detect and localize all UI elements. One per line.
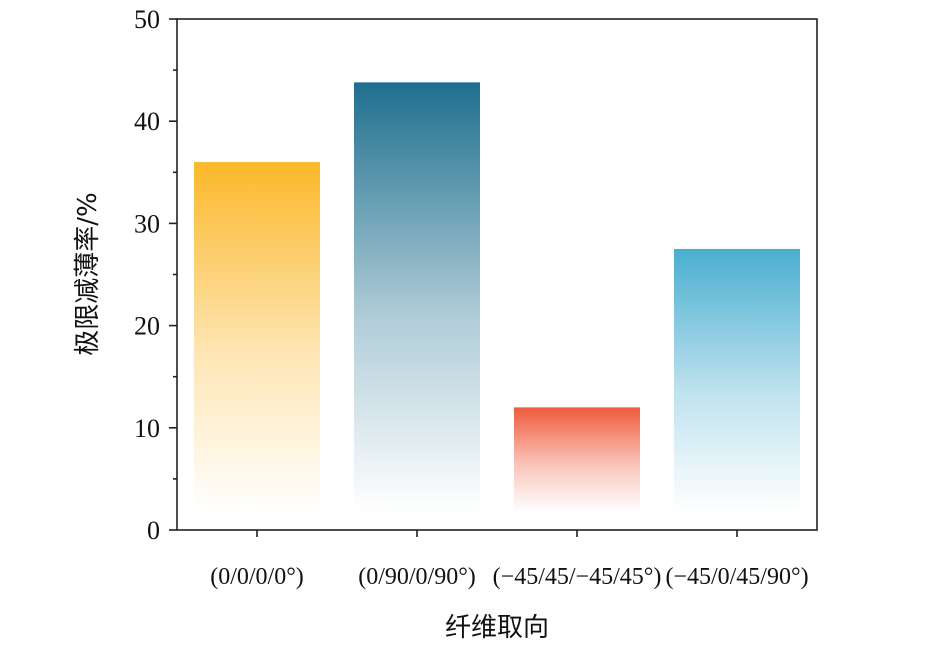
y-axis: 0 10 20 30 40 50 [134, 5, 177, 545]
y-tick-label: 30 [134, 209, 160, 238]
y-tick-label: 20 [134, 312, 160, 341]
y-tick-label: 0 [147, 516, 160, 545]
y-axis-title: 极限减薄率/% [73, 192, 103, 355]
bar-3 [514, 407, 640, 512]
x-tick-label: (0/90/0/90°) [358, 564, 476, 590]
x-axis: (0/0/0/0°) (0/90/0/90°) (−45/45/−45/45°) (−… [210, 530, 809, 590]
x-tick-label: (0/0/0/0°) [210, 564, 304, 590]
y-tick-label: 40 [134, 107, 160, 136]
bar-2 [354, 82, 480, 512]
y-tick-label: 10 [134, 414, 160, 443]
bar-1 [194, 162, 320, 512]
x-axis-title: 纤维取向 [445, 613, 549, 643]
bar-4 [674, 248, 800, 512]
x-tick-label: (−45/45/−45/45°) [493, 564, 662, 590]
x-tick-label: (−45/0/45/90°) [665, 564, 808, 590]
bars-group [194, 82, 800, 512]
y-tick-label: 50 [134, 5, 160, 34]
